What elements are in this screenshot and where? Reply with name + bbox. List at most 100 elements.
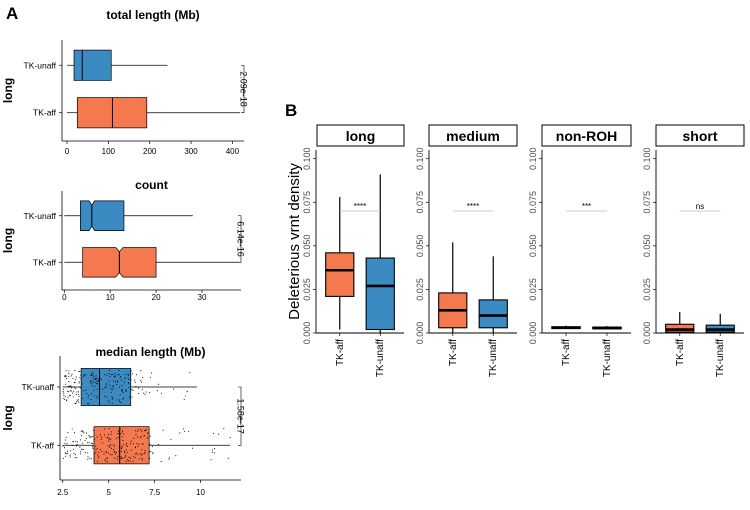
y-tick-label: 0.100 — [528, 147, 538, 170]
jitter-point — [211, 449, 213, 451]
jitter-point — [110, 443, 112, 446]
jitter-point — [69, 385, 71, 387]
jitter-point — [122, 457, 124, 459]
x-tick-label: 7.5 — [149, 488, 161, 497]
jitter-point — [114, 372, 116, 375]
jitter-point — [78, 381, 80, 383]
jitter-point — [83, 432, 85, 434]
jitter-point — [210, 459, 212, 461]
jitter-point — [125, 456, 127, 458]
jitter-point — [162, 429, 164, 431]
jitter-point — [146, 437, 148, 439]
panel-a-title: median length (Mb) — [96, 345, 206, 359]
facet-strip-label: long — [346, 128, 376, 144]
jitter-point — [93, 459, 95, 461]
category-label: TK-aff — [31, 440, 55, 450]
box-body — [73, 49, 112, 81]
jitter-point — [122, 391, 124, 394]
jitter-point — [141, 388, 143, 390]
jitter-point — [62, 457, 64, 460]
x-tick-label: 5 — [106, 488, 111, 497]
jitter-point — [69, 456, 71, 458]
jitter-point — [75, 403, 77, 405]
panel-a-chart-3: median length (Mb) 2.5 5 7.5 10 TK-unaff TK-af… — [1, 345, 246, 497]
jitter-point — [134, 453, 136, 455]
jitter-point — [111, 402, 113, 404]
jitter-point — [128, 456, 130, 458]
jitter-point — [114, 453, 117, 455]
jitter-point — [130, 440, 132, 442]
jitter-point — [122, 439, 124, 441]
jitter-point — [72, 441, 74, 443]
jitter-point — [68, 373, 70, 375]
jitter-point — [116, 399, 118, 401]
jitter-point — [100, 379, 102, 381]
jitter-point — [81, 442, 83, 444]
jitter-point — [118, 451, 120, 453]
pvalue-bracket — [241, 64, 245, 114]
jitter-point — [147, 432, 149, 434]
jitter-point — [73, 387, 75, 389]
jitter-point — [115, 381, 117, 383]
jitter-point — [138, 387, 140, 389]
jitter-point — [150, 451, 152, 453]
jitter-point — [168, 457, 171, 459]
jitter-point — [126, 451, 128, 454]
jitter-point — [104, 428, 106, 430]
panel-a-title: total length (Mb) — [106, 8, 199, 22]
jitter-point — [121, 436, 123, 438]
jitter-point — [140, 380, 142, 382]
facet-strip-label: non-ROH — [556, 128, 617, 144]
jitter-point — [108, 438, 110, 440]
jitter-point — [99, 388, 101, 390]
jitter-point — [64, 439, 66, 441]
box-tk-aff: TK-aff — [33, 97, 240, 129]
jitter-point — [130, 374, 132, 376]
category-label: TK-aff — [33, 108, 57, 118]
jitter-point — [125, 449, 127, 451]
jitter-point — [96, 377, 98, 379]
jitter-point — [189, 372, 191, 374]
jitter-point — [70, 385, 72, 387]
jitter-point — [137, 436, 139, 438]
jitter-point — [99, 449, 102, 451]
jitter-point — [64, 452, 66, 454]
jitter-point — [229, 437, 231, 439]
jitter-point — [68, 370, 70, 372]
jitter-point — [141, 381, 143, 383]
jitter-point — [73, 382, 75, 384]
jitter-point — [151, 445, 153, 448]
jitter-point — [121, 446, 123, 448]
jitter-point — [89, 457, 91, 459]
jitter-point — [119, 377, 121, 379]
jitter-point — [120, 402, 122, 404]
jitter-point — [74, 457, 76, 459]
jitter-point — [142, 392, 144, 394]
jitter-point — [126, 445, 128, 447]
jitter-point — [182, 428, 184, 430]
jitter-point — [107, 445, 109, 447]
jitter-point — [119, 393, 121, 395]
jitter-point — [75, 445, 78, 447]
jitter-point — [141, 458, 143, 460]
jitter-point — [72, 377, 74, 379]
jitter-point — [128, 378, 130, 380]
jitter-point — [133, 437, 135, 439]
jitter-point — [117, 430, 120, 432]
jitter-point — [79, 387, 81, 389]
jitter-point — [82, 390, 84, 392]
jitter-point — [117, 381, 119, 383]
jitter-point — [106, 386, 108, 389]
significance-label: **** — [354, 202, 366, 211]
jitter-point — [85, 389, 87, 391]
box-body — [325, 252, 355, 297]
jitter-point — [91, 446, 94, 448]
jitter-point — [64, 396, 66, 398]
jitter-point — [184, 430, 186, 433]
box-body — [80, 200, 125, 231]
jitter-point — [191, 447, 194, 449]
jitter-point — [137, 445, 139, 447]
jitter-point — [99, 377, 101, 380]
jitter-point — [99, 384, 101, 387]
y-tick-label: 0.050 — [528, 235, 538, 258]
